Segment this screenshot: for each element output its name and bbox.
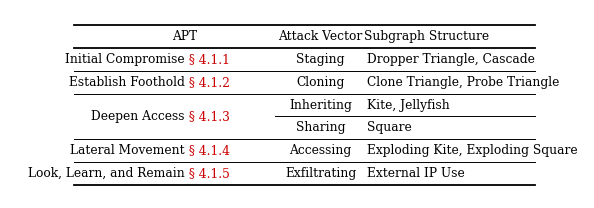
Text: Exploding Kite, Exploding Square: Exploding Kite, Exploding Square: [366, 144, 577, 157]
Text: Deepen Access: Deepen Access: [91, 110, 185, 123]
Text: § 4.1.5: § 4.1.5: [185, 167, 230, 180]
Text: Attack Vector: Attack Vector: [279, 30, 363, 43]
Text: Exfiltrating: Exfiltrating: [285, 167, 356, 180]
Text: Staging: Staging: [296, 53, 345, 66]
Text: Cloning: Cloning: [296, 76, 345, 89]
Text: Initial Compromise: Initial Compromise: [65, 53, 185, 66]
Text: Subgraph Structure: Subgraph Structure: [364, 30, 489, 43]
Text: Square: Square: [366, 121, 411, 134]
Text: § 4.1.3: § 4.1.3: [185, 110, 230, 123]
Text: Accessing: Accessing: [289, 144, 352, 157]
Text: Lateral Movement: Lateral Movement: [70, 144, 185, 157]
Text: § 4.1.2: § 4.1.2: [185, 76, 230, 89]
Text: Look, Learn, and Remain: Look, Learn, and Remain: [28, 167, 185, 180]
Text: Dropper Triangle, Cascade: Dropper Triangle, Cascade: [366, 53, 535, 66]
Text: § 4.1.4: § 4.1.4: [185, 144, 230, 157]
Text: Sharing: Sharing: [296, 121, 345, 134]
Text: Kite, Jellyfish: Kite, Jellyfish: [366, 99, 449, 111]
Text: Establish Foothold: Establish Foothold: [69, 76, 185, 89]
Text: Clone Triangle, Probe Triangle: Clone Triangle, Probe Triangle: [366, 76, 559, 89]
Text: External IP Use: External IP Use: [366, 167, 465, 180]
Text: APT: APT: [172, 30, 197, 43]
Text: Inheriting: Inheriting: [289, 99, 352, 111]
Text: § 4.1.1: § 4.1.1: [185, 53, 230, 66]
